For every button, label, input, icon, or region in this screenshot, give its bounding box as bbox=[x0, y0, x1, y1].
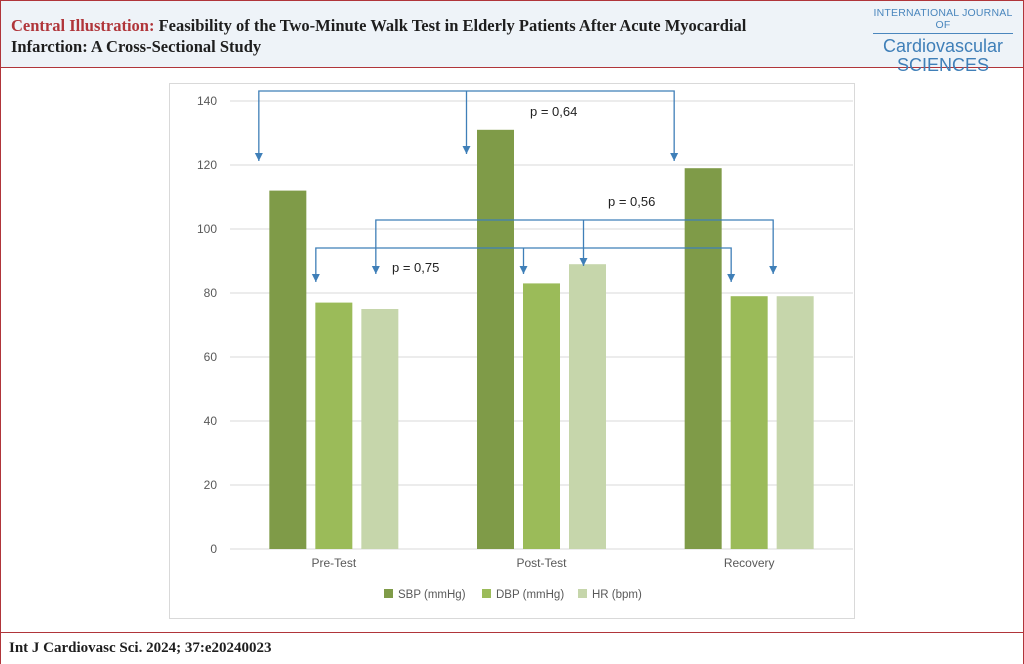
arrow-head-icon bbox=[371, 266, 380, 274]
bar bbox=[730, 296, 768, 549]
arrow-head-icon bbox=[311, 274, 320, 282]
x-tick-label: Pre-Test bbox=[311, 556, 356, 570]
title-text: Feasibility of the Two-Minute Walk Test … bbox=[11, 16, 747, 56]
y-tick-label: 140 bbox=[197, 94, 217, 108]
y-tick-label: 40 bbox=[204, 414, 218, 428]
legend-label: HR (bpm) bbox=[592, 589, 642, 601]
bar bbox=[269, 190, 307, 549]
legend-swatch bbox=[578, 589, 587, 598]
legend-label: SBP (mmHg) bbox=[398, 589, 466, 601]
arrow-head-icon bbox=[579, 258, 588, 266]
legend-swatch bbox=[384, 589, 393, 598]
title-lead: Central Illustration: bbox=[11, 16, 155, 35]
bar bbox=[569, 264, 606, 549]
x-tick-label: Recovery bbox=[724, 556, 775, 570]
arrow-head-icon bbox=[769, 266, 778, 274]
y-tick-label: 80 bbox=[204, 286, 218, 300]
x-tick-label: Post-Test bbox=[516, 556, 567, 570]
bar bbox=[315, 302, 353, 549]
arrow-head-icon bbox=[519, 266, 528, 274]
arrow-head-icon bbox=[670, 153, 679, 161]
bar bbox=[776, 296, 814, 549]
journal-logo: INTERNATIONAL JOURNAL OF Cardiovascular … bbox=[873, 7, 1013, 74]
bar bbox=[477, 129, 514, 550]
chart-area: 0 20 40 60 80 100 120 140 Pre-Test Post-Test Recov… bbox=[169, 83, 855, 619]
legend-swatch bbox=[482, 589, 491, 598]
arrow-head-icon bbox=[462, 146, 471, 154]
y-tick-label: 0 bbox=[210, 542, 217, 556]
y-tick-label: 100 bbox=[197, 222, 217, 236]
page-title: Central Illustration: Feasibility of the… bbox=[11, 15, 811, 57]
bar-chart: 0 20 40 60 80 100 120 140 Pre-Test Post-Test Recov… bbox=[197, 90, 853, 601]
footer-bar: Int J Cardiovasc Sci. 2024; 37:e20240023 bbox=[1, 632, 1023, 664]
y-tick-label: 20 bbox=[204, 478, 218, 492]
citation: Int J Cardiovasc Sci. 2024; 37:e20240023 bbox=[9, 640, 272, 656]
p-value-label: p = 0,75 bbox=[392, 260, 439, 275]
p-value-label: p = 0,56 bbox=[608, 194, 655, 209]
y-tick-label: 60 bbox=[204, 350, 218, 364]
arrow-head-icon bbox=[727, 274, 736, 282]
header-bar: Central Illustration: Feasibility of the… bbox=[1, 1, 1023, 74]
legend-label: DBP (mmHg) bbox=[496, 589, 564, 601]
journal-name-line3: SCIENCES bbox=[896, 55, 990, 75]
bar bbox=[684, 168, 722, 549]
y-tick-label: 120 bbox=[197, 158, 217, 172]
arrow-head-icon bbox=[254, 153, 263, 161]
bar bbox=[361, 309, 399, 549]
bar bbox=[523, 283, 560, 549]
p-value-label: p = 0,64 bbox=[530, 104, 577, 119]
journal-name-line2: Cardiovascular bbox=[882, 36, 1004, 56]
journal-name-line1: INTERNATIONAL JOURNAL OF bbox=[873, 7, 1013, 34]
comparison-bracket bbox=[375, 219, 774, 274]
